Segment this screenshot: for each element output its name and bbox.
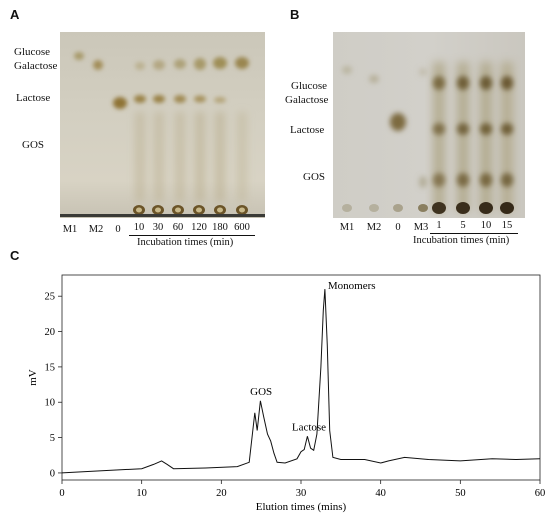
- panel-c-letter: C: [10, 248, 20, 263]
- panel-a-galactose-label: Galactose: [14, 60, 58, 72]
- panel-b-glucose-label: Glucose: [291, 80, 328, 92]
- panel-b-lane-m2: M2: [366, 222, 382, 233]
- panel-a-lane-m1: M1: [62, 224, 78, 235]
- panel-a-lactose-label: Lactose: [16, 92, 51, 104]
- panel-b-lactose-label: Lactose: [290, 124, 325, 136]
- x-axis-label: Elution times (mins): [256, 501, 347, 513]
- panel-a-gos-label: GOS: [22, 139, 45, 151]
- panel-a-lane-60: 60: [172, 222, 184, 233]
- x-tick-label: 40: [375, 488, 386, 499]
- panel-b-lane-15: 15: [501, 220, 513, 231]
- x-axis-ticks: 0 10 20 30 40 50 60: [59, 480, 545, 499]
- x-tick-label: 50: [455, 488, 466, 499]
- x-tick-label: 10: [136, 488, 147, 499]
- chromatogram-chart: 0 10 20 30 40 50 60 0 5 10 15 20 25 GOS Lactose Monom…: [27, 274, 545, 513]
- panel-a-axis-caption: Incubation times (min): [137, 237, 234, 248]
- peak-label-gos: GOS: [250, 386, 272, 398]
- panel-b-lane-10: 10: [480, 220, 492, 231]
- panel-a-lane-m2: M2: [88, 224, 104, 235]
- panel-b-lane-m1: M1: [339, 222, 355, 233]
- peak-label-lactose: Lactose: [292, 422, 326, 434]
- y-axis-ticks: 0 5 10 15 20 25: [45, 292, 62, 479]
- panel-b-lane-zero: 0: [395, 222, 401, 233]
- panel-b-caption-underline: [430, 233, 518, 234]
- x-tick-label: 30: [296, 488, 307, 499]
- x-tick-label: 0: [59, 488, 64, 499]
- panel-a-lane-10: 10: [133, 222, 145, 233]
- plot-frame: [61, 274, 541, 481]
- panel-a-lane-30: 30: [152, 222, 164, 233]
- panel-a-lane-zero: 0: [115, 224, 121, 235]
- panel-a-letter: A: [10, 7, 20, 22]
- panel-b-lane-5: 5: [460, 220, 466, 231]
- panel-b-letter: B: [290, 7, 300, 22]
- panel-a-lane-120: 120: [191, 222, 207, 233]
- panel-a-lane-180: 180: [212, 222, 228, 233]
- panel-b-lane-m3: M3: [413, 222, 429, 233]
- tlc-plate-b: [333, 32, 525, 218]
- x-tick-label: 60: [535, 488, 546, 499]
- tlc-plate-a: [60, 32, 265, 218]
- chromatogram-trace: [61, 289, 541, 474]
- y-tick-label: 15: [45, 362, 56, 373]
- y-axis-label: mV: [27, 369, 39, 386]
- panel-b-gos-label: GOS: [303, 171, 326, 183]
- x-tick-label: 20: [216, 488, 227, 499]
- peak-annotations: GOS Lactose Monomers: [250, 280, 375, 433]
- panel-b-galactose-label: Galactose: [285, 94, 329, 106]
- y-tick-label: 20: [45, 327, 56, 338]
- y-tick-label: 10: [45, 398, 56, 409]
- panel-a-lane-600: 600: [234, 222, 250, 233]
- y-tick-label: 25: [45, 292, 56, 303]
- panel-a-glucose-label: Glucose: [14, 46, 51, 58]
- peak-label-monomers: Monomers: [328, 280, 376, 292]
- panel-a-caption-underline: [129, 235, 255, 236]
- panel-b-lane-1: 1: [436, 220, 442, 231]
- panel-b-axis-caption: Incubation times (min): [413, 235, 510, 246]
- y-tick-label: 5: [50, 433, 55, 444]
- y-tick-label: 0: [50, 468, 55, 479]
